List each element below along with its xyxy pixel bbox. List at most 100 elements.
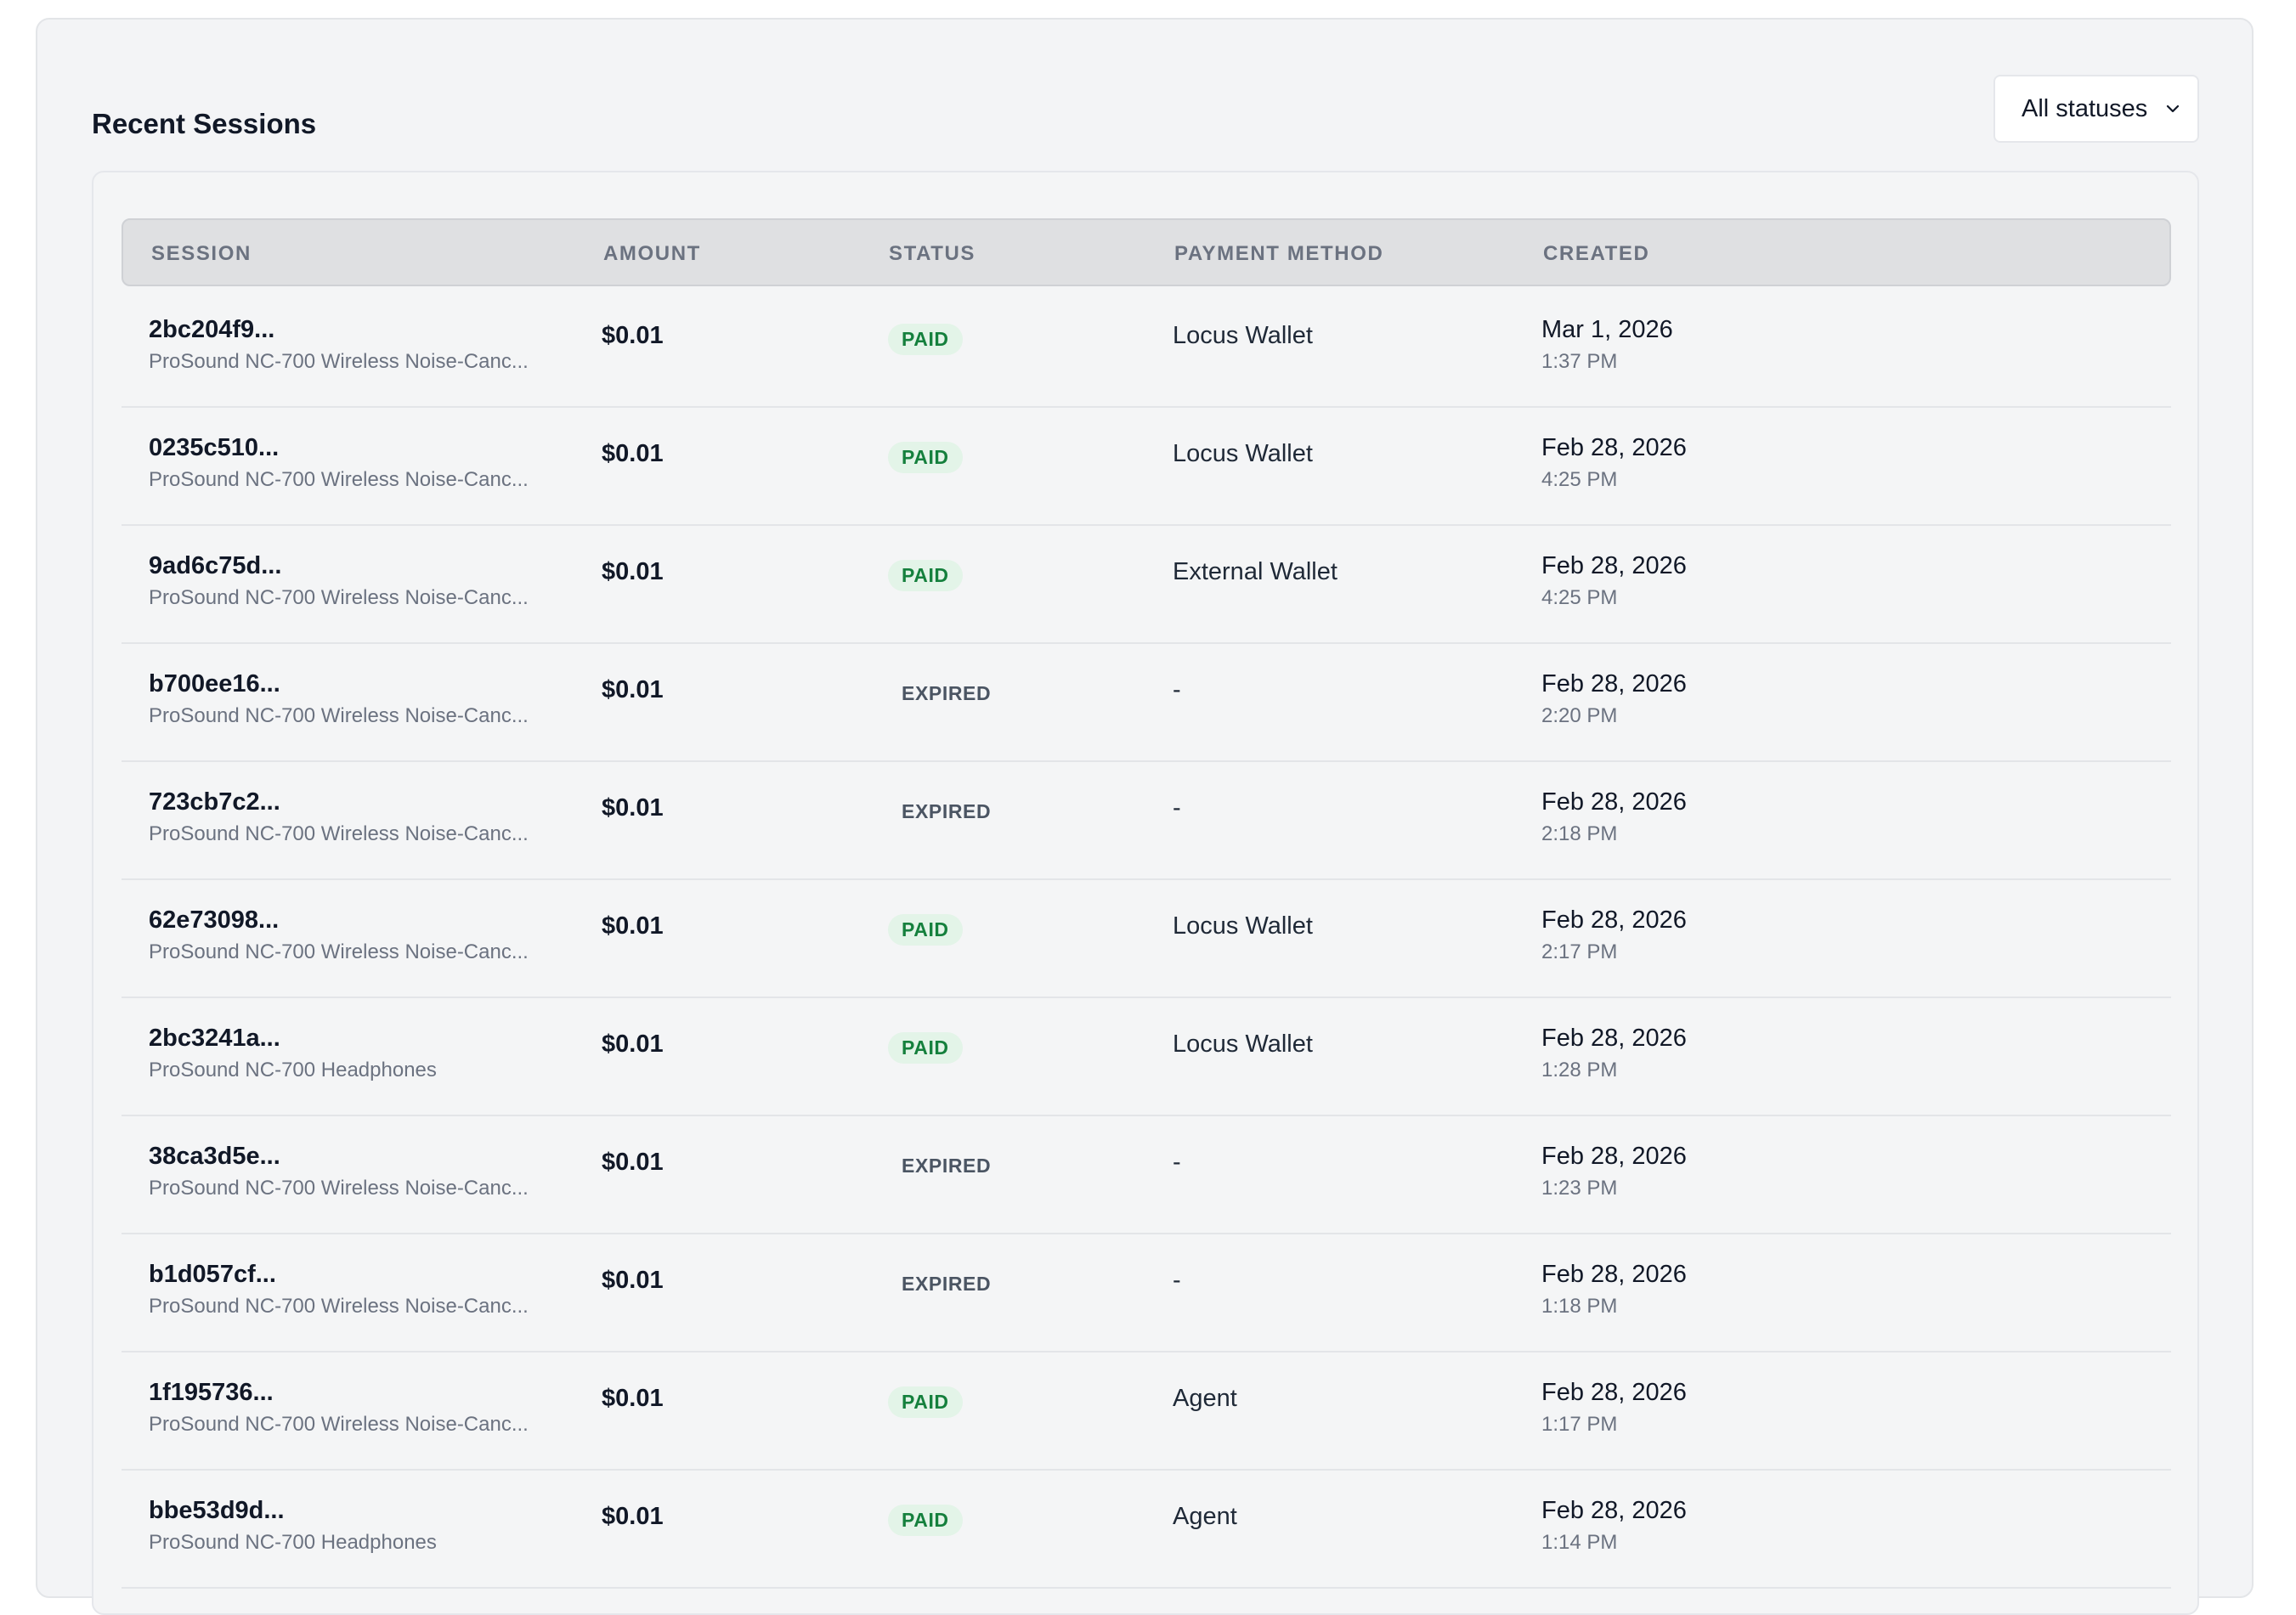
status-filter-select[interactable]: All statuses	[1993, 75, 2199, 143]
created-time: 1:18 PM	[1541, 1295, 1618, 1318]
session-amount: $0.01	[602, 1031, 664, 1058]
payment-method: External Wallet	[1173, 558, 1337, 585]
status-badge: EXPIRED	[902, 800, 992, 822]
session-product: ProSound NC-700 Wireless Noise-Canc...	[149, 822, 529, 845]
table-row[interactable]: bbe53d9d... ProSound NC-700 Headphones $0.…	[122, 1471, 2171, 1589]
status-badge: EXPIRED	[902, 1155, 992, 1177]
created-date: Feb 28, 2026	[1541, 434, 1687, 461]
created-time: 1:37 PM	[1541, 350, 1618, 373]
session-id[interactable]: bbe53d9d...	[149, 1497, 285, 1524]
payment-method: -	[1173, 1267, 1181, 1294]
created-time: 1:14 PM	[1541, 1531, 1618, 1554]
created-date: Feb 28, 2026	[1541, 552, 1687, 579]
table-row[interactable]: 2bc204f9... ProSound NC-700 Wireless Nois…	[122, 290, 2171, 408]
session-amount: $0.01	[602, 794, 664, 822]
created-date: Feb 28, 2026	[1541, 906, 1687, 934]
column-header-session[interactable]: SESSION	[151, 242, 252, 265]
created-time: 4:25 PM	[1541, 468, 1618, 491]
session-amount: $0.01	[602, 440, 664, 467]
session-id[interactable]: 2bc204f9...	[149, 316, 275, 343]
payment-method: Locus Wallet	[1173, 440, 1313, 467]
table-row[interactable]: 38ca3d5e... ProSound NC-700 Wireless Nois…	[122, 1116, 2171, 1234]
session-id[interactable]: 2bc3241a...	[149, 1025, 280, 1052]
status-badge: PAID	[888, 1505, 963, 1536]
session-id[interactable]: 1f195736...	[149, 1379, 274, 1406]
column-header-created[interactable]: CREATED	[1543, 242, 1650, 265]
table-row[interactable]: 2bc3241a... ProSound NC-700 Headphones $0.…	[122, 998, 2171, 1116]
chevron-down-icon	[2166, 104, 2180, 113]
session-product: ProSound NC-700 Wireless Noise-Canc...	[149, 1413, 529, 1436]
status-filter-value: All statuses	[2022, 94, 2148, 122]
session-id[interactable]: b1d057cf...	[149, 1261, 276, 1288]
created-date: Feb 28, 2026	[1541, 1497, 1687, 1524]
created-date: Feb 28, 2026	[1541, 670, 1687, 697]
table-row[interactable]: 0235c510... ProSound NC-700 Wireless Nois…	[122, 408, 2171, 526]
payment-method: Agent	[1173, 1385, 1237, 1412]
table-row[interactable]: b700ee16... ProSound NC-700 Wireless Nois…	[122, 644, 2171, 762]
status-badge: PAID	[888, 560, 963, 591]
table-row[interactable]: 9ad6c75d... ProSound NC-700 Wireless Nois…	[122, 526, 2171, 644]
created-date: Mar 1, 2026	[1541, 316, 1673, 343]
session-product: ProSound NC-700 Wireless Noise-Canc...	[149, 704, 529, 727]
session-amount: $0.01	[602, 676, 664, 703]
created-date: Feb 28, 2026	[1541, 788, 1687, 816]
session-product: ProSound NC-700 Wireless Noise-Canc...	[149, 1177, 529, 1200]
created-time: 2:17 PM	[1541, 940, 1618, 963]
panel-title: Recent Sessions	[92, 108, 317, 139]
created-time: 1:28 PM	[1541, 1059, 1618, 1081]
payment-method: Locus Wallet	[1173, 912, 1313, 940]
session-amount: $0.01	[602, 1267, 664, 1294]
column-header-status[interactable]: STATUS	[889, 242, 976, 265]
session-amount: $0.01	[602, 1503, 664, 1530]
session-product: ProSound NC-700 Wireless Noise-Canc...	[149, 1295, 529, 1318]
status-badge: PAID	[888, 1386, 963, 1418]
created-date: Feb 28, 2026	[1541, 1143, 1687, 1170]
recent-sessions-panel: Recent Sessions All statuses SESSION AMO…	[36, 18, 2254, 1615]
column-header-payment-method[interactable]: PAYMENT METHOD	[1174, 242, 1384, 265]
table-row[interactable]: 723cb7c2... ProSound NC-700 Wireless Nois…	[122, 762, 2171, 880]
created-time: 4:25 PM	[1541, 586, 1618, 609]
session-amount: $0.01	[602, 558, 664, 585]
payment-method: Locus Wallet	[1173, 322, 1313, 349]
session-amount: $0.01	[602, 1385, 664, 1412]
status-badge: EXPIRED	[902, 1273, 992, 1295]
created-time: 1:17 PM	[1541, 1413, 1618, 1436]
session-product: ProSound NC-700 Wireless Noise-Canc...	[149, 468, 529, 491]
table-header: SESSION AMOUNT STATUS PAYMENT METHOD CRE…	[122, 218, 2171, 286]
sessions-table: SESSION AMOUNT STATUS PAYMENT METHOD CRE…	[92, 171, 2199, 1615]
created-date: Feb 28, 2026	[1541, 1261, 1687, 1288]
created-time: 2:20 PM	[1541, 704, 1618, 727]
table-body: 2bc204f9... ProSound NC-700 Wireless Nois…	[122, 290, 2171, 1589]
payment-method: -	[1173, 1149, 1181, 1176]
payment-method: -	[1173, 794, 1181, 822]
payment-method: -	[1173, 676, 1181, 703]
session-id[interactable]: 9ad6c75d...	[149, 552, 282, 579]
session-id[interactable]: b700ee16...	[149, 670, 280, 697]
status-badge: PAID	[888, 1032, 963, 1064]
created-date: Feb 28, 2026	[1541, 1379, 1687, 1406]
table-row[interactable]: b1d057cf... ProSound NC-700 Wireless Nois…	[122, 1234, 2171, 1352]
table-row[interactable]: 1f195736... ProSound NC-700 Wireless Nois…	[122, 1352, 2171, 1471]
created-time: 1:23 PM	[1541, 1177, 1618, 1200]
created-time: 2:18 PM	[1541, 822, 1618, 845]
payment-method: Locus Wallet	[1173, 1031, 1313, 1058]
status-badge: EXPIRED	[902, 682, 992, 704]
status-badge: PAID	[888, 442, 963, 473]
session-product: ProSound NC-700 Headphones	[149, 1059, 437, 1081]
column-header-amount[interactable]: AMOUNT	[603, 242, 701, 265]
session-product: ProSound NC-700 Wireless Noise-Canc...	[149, 350, 529, 373]
created-date: Feb 28, 2026	[1541, 1025, 1687, 1052]
session-amount: $0.01	[602, 322, 664, 349]
status-badge: PAID	[888, 324, 963, 355]
payment-method: Agent	[1173, 1503, 1237, 1530]
table-row[interactable]: 62e73098... ProSound NC-700 Wireless Nois…	[122, 880, 2171, 998]
session-product: ProSound NC-700 Wireless Noise-Canc...	[149, 940, 529, 963]
session-amount: $0.01	[602, 912, 664, 940]
session-id[interactable]: 62e73098...	[149, 906, 280, 934]
session-id[interactable]: 38ca3d5e...	[149, 1143, 280, 1170]
session-amount: $0.01	[602, 1149, 664, 1176]
session-id[interactable]: 0235c510...	[149, 434, 280, 461]
status-badge: PAID	[888, 914, 963, 946]
session-id[interactable]: 723cb7c2...	[149, 788, 280, 816]
session-product: ProSound NC-700 Headphones	[149, 1531, 437, 1554]
